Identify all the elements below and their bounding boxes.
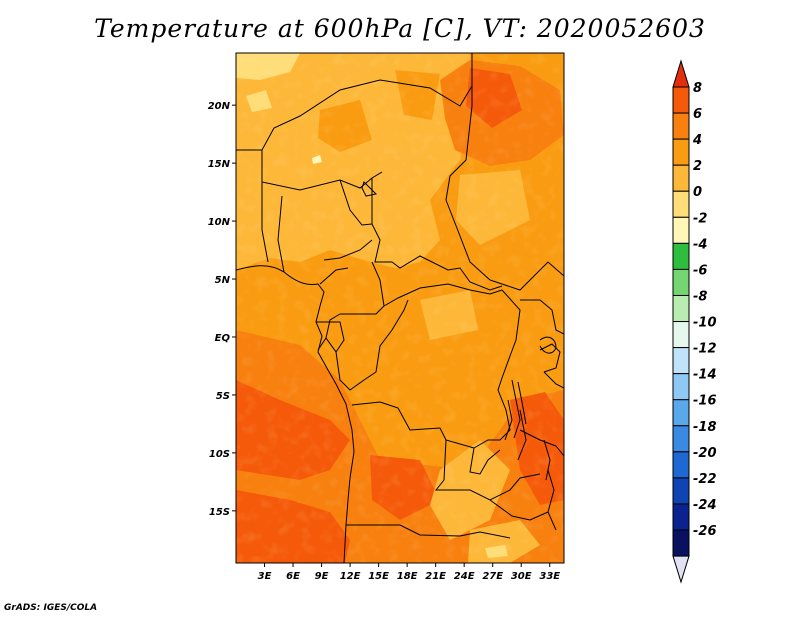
lon-tick-label: 21E xyxy=(425,571,446,582)
colorbar-segment xyxy=(672,242,690,270)
lat-tick-label: 10N xyxy=(208,217,231,228)
colorbar-segment xyxy=(672,373,690,401)
lat-tick-label: 5N xyxy=(215,275,231,286)
border-drc-east xyxy=(473,289,521,449)
field-texture xyxy=(236,53,564,563)
colorbar-segment xyxy=(672,190,690,218)
border-angola-namibia xyxy=(346,524,511,539)
border-sudan-south xyxy=(489,261,564,291)
border-chad-sudan xyxy=(445,86,491,281)
lat-tick-label: 10S xyxy=(209,449,230,460)
colorbar-segment xyxy=(672,86,690,114)
colorbar-segment xyxy=(672,138,690,166)
lon-tick-label: 3E xyxy=(258,571,272,582)
lon-tick-label: 33E xyxy=(539,571,560,582)
colorbar-label: 6 xyxy=(693,107,702,122)
lon-tick-label: 9E xyxy=(315,571,329,582)
colorbar-label: -2 xyxy=(693,211,707,226)
map-frame xyxy=(235,52,565,564)
colorbar-label: -24 xyxy=(693,498,717,513)
border-gabon xyxy=(316,321,345,353)
colorbar-label: -4 xyxy=(693,237,707,252)
colorbar-bottom-arrow xyxy=(672,555,690,584)
border-zimbabwe xyxy=(489,499,549,521)
lon-tick-label: 27E xyxy=(482,571,503,582)
lon-tick-label: 24E xyxy=(454,571,475,582)
grads-credit: GrADS: IGES/COLA xyxy=(4,603,98,613)
colorbar-label: -18 xyxy=(693,420,717,435)
colorbar-label: -20 xyxy=(693,446,717,461)
lon-tick-label: 6E xyxy=(286,571,300,582)
colorbar-label: -16 xyxy=(693,394,717,409)
colorbar-label: -8 xyxy=(693,289,707,304)
colorbar-segment xyxy=(672,451,690,479)
border-car-drc xyxy=(383,283,503,307)
colorbar-label: 0 xyxy=(693,185,702,200)
border-nigeria-cameroon xyxy=(319,179,373,285)
colorbar: 8 6 4 2 0 -2 -4 -6 -8 -10 -12 -14 -16 -18 -20 -22 -24 -26 xyxy=(672,59,717,584)
lon-tick-label: 18E xyxy=(397,571,418,582)
colorbar-label: -10 xyxy=(693,316,717,331)
lake-malawi xyxy=(543,439,551,481)
border-uganda-kenya xyxy=(520,299,564,335)
colorbar-top-arrow xyxy=(672,59,690,88)
axis-ticks xyxy=(232,104,551,567)
map-title: Temperature at 600hPa [C], VT: 202005260… xyxy=(94,14,706,43)
lake-victoria xyxy=(539,336,557,354)
colorbar-segment xyxy=(672,477,690,505)
colorbar-segment xyxy=(672,425,690,453)
lat-tick-label: 20N xyxy=(208,101,231,112)
coastline-west-africa xyxy=(236,265,355,563)
lon-tick-label: 15E xyxy=(368,571,389,582)
lake-chad xyxy=(361,181,378,197)
lat-tick-label: 5S xyxy=(216,391,230,402)
colorbar-label: 8 xyxy=(693,81,702,96)
colorbar-segment xyxy=(672,294,690,323)
colorbar-label: -26 xyxy=(693,524,717,539)
colorbar-segment xyxy=(672,321,690,349)
country-borders xyxy=(236,53,564,563)
colorbar-segment xyxy=(672,216,690,244)
colorbar-segment xyxy=(672,399,690,427)
lat-tick-label: EQ xyxy=(215,333,231,344)
colorbar-label: -14 xyxy=(693,368,717,383)
border-east-lakes xyxy=(504,343,561,461)
colorbar-segment xyxy=(672,347,690,375)
lake-tanganyika xyxy=(511,379,527,439)
colorbar-label: -22 xyxy=(693,472,717,487)
border-mozambique xyxy=(547,469,557,531)
lon-tick-label: 12E xyxy=(340,571,361,582)
border-tanzania xyxy=(519,371,564,457)
colorbar-label: 2 xyxy=(693,159,702,174)
colorbar-label: -12 xyxy=(693,342,717,357)
border-congo xyxy=(325,299,409,391)
lat-tick-label: 15S xyxy=(209,507,230,518)
lat-tick-label: 15N xyxy=(208,159,231,170)
colorbar-label: -6 xyxy=(693,263,707,278)
colorbar-label: 4 xyxy=(692,133,702,148)
axis-labels: 20N 15N 10N 5N EQ 5S 10S 15S 3E 6E 9E 12E 15E 18E 21E 2… xyxy=(208,101,561,582)
colorbar-segment xyxy=(672,503,690,531)
lon-tick-label: 30E xyxy=(511,571,532,582)
colorbar-segment xyxy=(672,529,690,557)
colorbar-segment xyxy=(672,164,690,192)
colorbar-segment xyxy=(672,112,690,140)
border-algeria-mali xyxy=(236,53,473,151)
temperature-field xyxy=(236,53,564,563)
border-benin-togo xyxy=(261,182,285,273)
border-zambia xyxy=(434,439,541,501)
border-chad xyxy=(371,178,503,291)
colorbar-segment xyxy=(672,268,690,296)
